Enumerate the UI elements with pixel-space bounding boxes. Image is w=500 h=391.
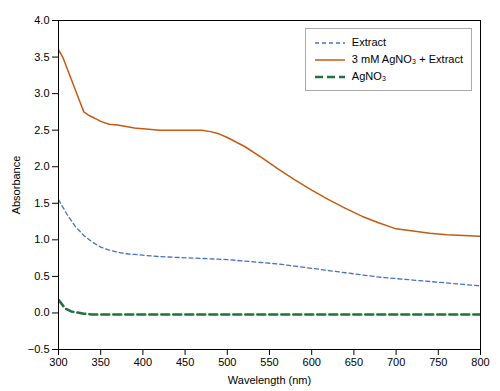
svg-text:600: 600 <box>303 356 321 368</box>
svg-text:350: 350 <box>92 356 110 368</box>
svg-text:3.0: 3.0 <box>34 87 49 99</box>
svg-text:2.0: 2.0 <box>34 160 49 172</box>
svg-text:650: 650 <box>345 356 363 368</box>
svg-text:2.5: 2.5 <box>34 124 49 136</box>
svg-text:0.5: 0.5 <box>34 270 49 282</box>
svg-text:Wavelength (nm): Wavelength (nm) <box>228 374 311 386</box>
svg-text:550: 550 <box>260 356 278 368</box>
svg-text:3.5: 3.5 <box>34 51 49 63</box>
html-text:Extract: Extract <box>351 36 387 48</box>
html-text:AgNO₃: AgNO₃ <box>351 70 387 82</box>
svg-text:750: 750 <box>429 356 447 368</box>
svg-text:300: 300 <box>49 356 67 368</box>
svg-text:1.5: 1.5 <box>34 197 49 209</box>
svg-text:800: 800 <box>471 356 489 368</box>
svg-text:1.0: 1.0 <box>34 233 49 245</box>
svg-text:4.0: 4.0 <box>34 14 49 26</box>
svg-text:400: 400 <box>134 356 152 368</box>
svg-text:450: 450 <box>176 356 194 368</box>
svg-text:−0.5: −0.5 <box>28 343 50 355</box>
html-text:3 mM AgNO₃ + Extract: 3 mM AgNO₃ + Extract <box>351 53 463 65</box>
svg-text:Absorbance: Absorbance <box>10 156 22 215</box>
svg-text:700: 700 <box>387 356 405 368</box>
svg-text:500: 500 <box>218 356 236 368</box>
svg-text:0.0: 0.0 <box>34 306 49 318</box>
